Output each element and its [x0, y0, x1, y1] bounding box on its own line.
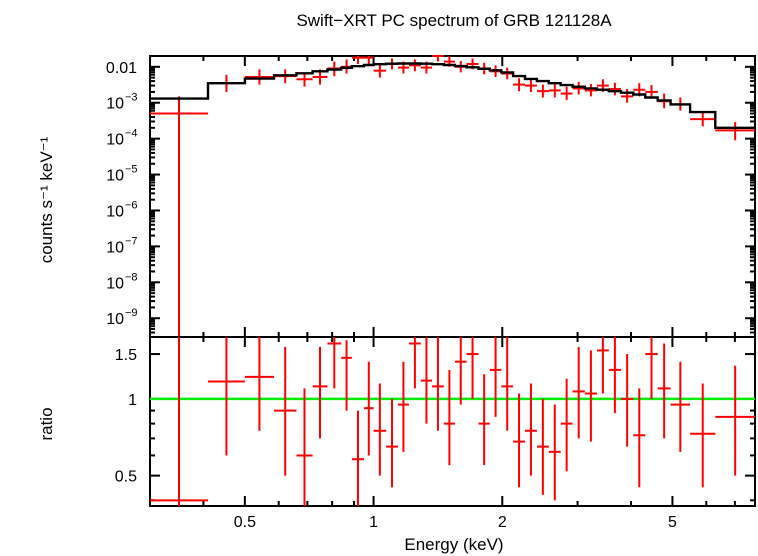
chart-title: Swift−XRT PC spectrum of GRB 121128A — [296, 11, 612, 30]
y-tick-label: 10 — [106, 239, 124, 256]
ratio-frame — [149, 336, 756, 507]
x-tick-label: 1 — [369, 514, 378, 531]
y-tick-exponent: −9 — [125, 307, 138, 319]
model-step-line — [150, 62, 755, 129]
y-tick-label: 10 — [106, 203, 124, 220]
y-tick-exponent: −4 — [125, 128, 138, 140]
y-tick-exponent: −6 — [125, 199, 138, 211]
y-tick-label: 10 — [106, 168, 124, 185]
y-tick-label: 1 — [128, 392, 137, 409]
y-tick-label: 10 — [106, 132, 124, 149]
bottom-y-axis-label: ratio — [37, 407, 56, 440]
y-tick-label: 10 — [106, 275, 124, 292]
y-tick-exponent: −7 — [125, 235, 138, 247]
y-tick-exponent: −5 — [125, 164, 138, 176]
x-tick-label: 5 — [668, 514, 677, 531]
y-tick-label: 1.5 — [115, 347, 137, 364]
top-y-axis-label: counts s⁻¹ keV⁻¹ — [37, 136, 56, 263]
y-tick-exponent: −8 — [125, 271, 138, 283]
x-tick-label: 2 — [498, 514, 507, 531]
y-tick-exponent: −3 — [125, 92, 138, 104]
x-axis-label: Energy (keV) — [404, 535, 503, 554]
y-tick-label: 0.01 — [106, 60, 137, 77]
y-tick-label: 0.5 — [115, 469, 137, 486]
y-tick-label: 10 — [106, 311, 124, 328]
x-tick-label: 0.5 — [234, 514, 256, 531]
ratio-panel: 0.5 1 1.5 0.5 1 2 5 — [115, 336, 756, 531]
y-tick-label: 10 — [106, 96, 124, 113]
